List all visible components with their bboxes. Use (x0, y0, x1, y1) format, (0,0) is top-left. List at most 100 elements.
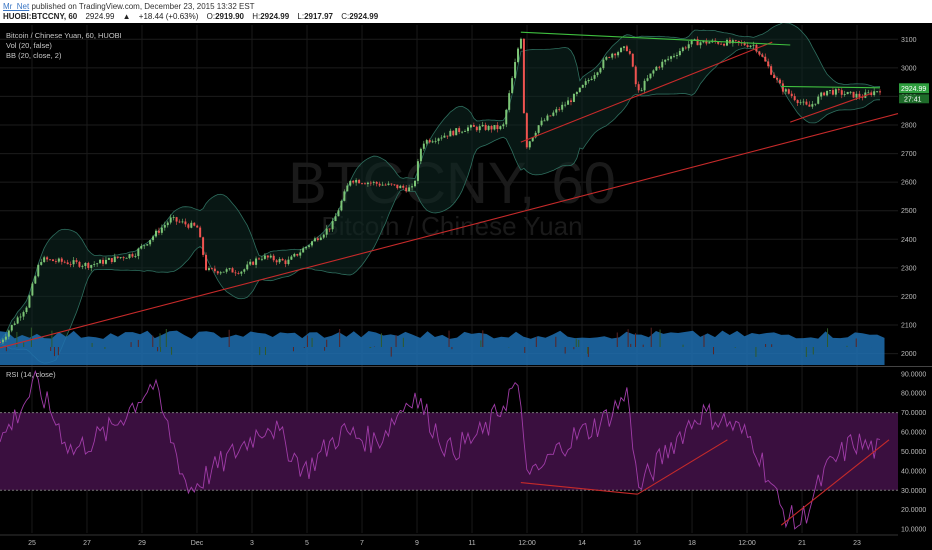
last-price: 2924.99 (85, 12, 115, 21)
candle-body (178, 221, 181, 223)
candle-body (219, 272, 222, 274)
candle-body (440, 137, 443, 139)
bollinger-fill (0, 23, 881, 364)
candle-body (119, 257, 122, 259)
legend-rsi[interactable]: RSI (14, close) (6, 370, 56, 379)
candle-body (787, 89, 790, 94)
candle-body (0, 342, 1, 343)
candle-body (452, 130, 455, 136)
candle-body (411, 186, 414, 188)
candle-body (605, 57, 608, 60)
candle-body (537, 125, 540, 133)
candle-body (855, 93, 858, 98)
candle-body (593, 75, 596, 79)
candle-body (414, 180, 417, 187)
candle-body (387, 183, 390, 185)
candle-body (172, 217, 175, 218)
candle-body (805, 101, 808, 105)
time-tick-label: 16 (633, 540, 641, 547)
candle-body (773, 74, 776, 78)
candle-body (343, 191, 346, 201)
candle-body (784, 89, 787, 92)
candle-body (275, 260, 278, 263)
candle-body (540, 120, 543, 126)
candle-body (340, 200, 343, 211)
time-tick-label: 3 (250, 540, 254, 547)
candle-body (655, 66, 658, 71)
candle-body (734, 40, 737, 42)
candle-body (13, 323, 16, 325)
time-tick-label: 23 (853, 540, 861, 547)
candle-body (466, 127, 469, 132)
candle-body (808, 104, 811, 107)
last-price-badge: 2924.99 27:41 (899, 83, 929, 104)
candle-body (649, 73, 652, 79)
candle-body (843, 94, 846, 95)
candle-body (625, 46, 628, 52)
candle-body (125, 257, 128, 259)
candle-body (749, 45, 752, 47)
legend-title[interactable]: Bitcoin / Chinese Yuan, 60, HUOBI (6, 31, 122, 40)
candle-body (770, 66, 773, 75)
candle-body (181, 221, 184, 223)
price-tick-label: 3000 (901, 65, 917, 72)
candle-body (231, 268, 234, 273)
rsi-trendline (780, 439, 890, 526)
price-rsi-chart[interactable]: BTCCNY, 60 Bitcoin / Chinese Yuan 200021… (0, 23, 932, 550)
candle-body (143, 245, 146, 247)
candle-body (658, 66, 661, 68)
candle-body (725, 39, 728, 46)
candle-body (390, 183, 393, 185)
candle-body (873, 91, 876, 96)
candle-body (290, 256, 293, 260)
candle-body (646, 78, 649, 81)
price-tick-label: 2700 (901, 151, 917, 158)
candle-body (319, 237, 322, 241)
candle-body (699, 42, 702, 46)
candle-body (184, 221, 187, 225)
candle-body (266, 255, 269, 258)
candle-body (263, 255, 266, 259)
time-tick-label: 27 (83, 540, 91, 547)
price-tick-label: 2100 (901, 323, 917, 330)
time-tick-label: 5 (305, 540, 309, 547)
legend-vol[interactable]: Vol (20, false) (6, 41, 52, 50)
candle-body (511, 78, 514, 94)
candle-body (617, 52, 620, 56)
candle-body (661, 61, 664, 68)
candle-body (187, 224, 190, 228)
candle-body (196, 225, 199, 228)
candle-body (408, 187, 411, 192)
candle-body (764, 56, 767, 62)
candle-body (37, 264, 40, 277)
candle-body (502, 124, 505, 127)
bollinger-lower (0, 47, 881, 364)
candle-body (431, 141, 434, 143)
candle-body (10, 324, 13, 331)
candle-body (823, 92, 826, 96)
price-tick-label: 3100 (901, 37, 917, 44)
candle-body (349, 180, 352, 186)
rsi-tick-label: 20.0000 (901, 507, 926, 514)
author-link[interactable]: Mr_Net (3, 2, 30, 11)
candle-body (113, 256, 116, 263)
candle-body (157, 230, 160, 233)
time-tick-label: 21 (798, 540, 806, 547)
high-value: 2924.99 (260, 12, 290, 21)
candle-body (469, 125, 472, 128)
legend-bb[interactable]: BB (20, close, 2) (6, 51, 62, 60)
candle-body (302, 248, 305, 253)
candle-body (128, 254, 131, 258)
time-tick-label: 12:00 (518, 540, 536, 547)
candle-body (614, 53, 617, 56)
candle-body (402, 185, 405, 188)
candle-body (484, 124, 487, 130)
candle-body (325, 228, 328, 235)
candle-body (519, 38, 522, 49)
candle-body (829, 90, 832, 91)
candle-body (310, 241, 313, 246)
candle-body (419, 148, 422, 162)
candle-body (228, 268, 231, 270)
candle-body (207, 268, 210, 270)
candle-body (690, 39, 693, 45)
